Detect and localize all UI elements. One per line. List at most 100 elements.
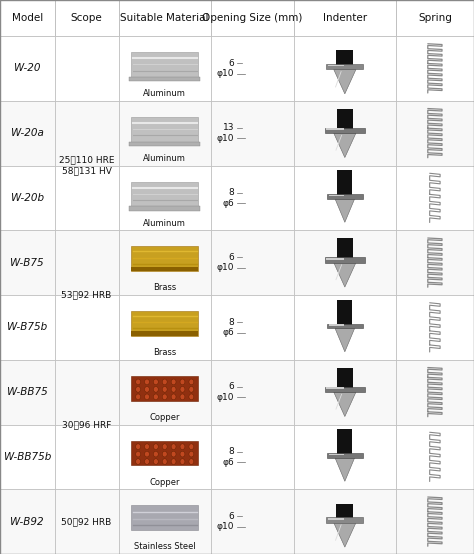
Circle shape <box>180 394 185 399</box>
Text: Spring: Spring <box>418 13 452 23</box>
Bar <box>396 0 474 36</box>
Text: 8: 8 <box>228 317 234 327</box>
Circle shape <box>136 379 140 384</box>
Circle shape <box>171 459 176 464</box>
Bar <box>327 194 363 199</box>
Bar <box>337 50 353 68</box>
Bar <box>211 489 294 554</box>
Circle shape <box>162 379 167 384</box>
Text: W-BB75: W-BB75 <box>7 387 47 397</box>
Text: 30～96 HRF: 30～96 HRF <box>62 420 111 429</box>
Circle shape <box>145 379 149 384</box>
Bar <box>396 230 474 295</box>
Circle shape <box>171 394 176 399</box>
Bar <box>337 170 353 197</box>
Circle shape <box>145 444 149 449</box>
Text: Aluminum: Aluminum <box>143 89 186 98</box>
Circle shape <box>171 379 176 384</box>
Bar <box>396 36 474 101</box>
Circle shape <box>189 444 194 449</box>
Text: W-20b: W-20b <box>11 193 44 203</box>
Circle shape <box>136 444 140 449</box>
Circle shape <box>162 394 167 399</box>
Text: Copper: Copper <box>149 478 180 486</box>
Circle shape <box>145 387 149 392</box>
Text: W-B75b: W-B75b <box>7 322 47 332</box>
Circle shape <box>189 452 194 457</box>
Circle shape <box>154 394 158 399</box>
Bar <box>396 295 474 360</box>
Bar <box>396 489 474 554</box>
Circle shape <box>154 379 158 384</box>
Polygon shape <box>335 199 355 222</box>
Polygon shape <box>334 69 356 94</box>
Bar <box>131 505 198 530</box>
Circle shape <box>189 394 194 399</box>
Bar <box>131 247 198 271</box>
Bar <box>131 266 198 271</box>
Text: 13: 13 <box>223 124 234 132</box>
Bar <box>0 101 55 166</box>
Bar <box>337 504 353 521</box>
Bar <box>325 387 365 392</box>
Bar <box>294 230 396 295</box>
Bar <box>55 230 118 295</box>
Bar <box>0 424 55 489</box>
Circle shape <box>162 444 167 449</box>
Bar <box>337 429 353 456</box>
Bar <box>328 324 345 326</box>
Circle shape <box>162 387 167 392</box>
Bar <box>396 424 474 489</box>
Bar <box>131 376 198 401</box>
Bar <box>118 0 211 36</box>
Circle shape <box>171 444 176 449</box>
Bar <box>131 52 198 77</box>
Bar <box>55 36 118 101</box>
Bar <box>118 101 211 166</box>
Bar <box>328 518 345 520</box>
Circle shape <box>136 452 140 457</box>
Circle shape <box>154 387 158 392</box>
Bar <box>326 64 364 69</box>
Text: 6: 6 <box>228 59 234 68</box>
Circle shape <box>145 452 149 457</box>
Bar <box>131 182 198 206</box>
Bar <box>55 360 118 424</box>
Bar <box>294 101 396 166</box>
Circle shape <box>180 459 185 464</box>
Bar <box>294 360 396 424</box>
Text: φ10: φ10 <box>217 393 234 402</box>
Bar <box>0 0 55 36</box>
Bar <box>55 0 118 36</box>
Bar <box>294 295 396 360</box>
Text: φ10: φ10 <box>217 134 234 143</box>
Bar <box>294 424 396 489</box>
Text: Aluminum: Aluminum <box>143 219 186 228</box>
Text: 6: 6 <box>228 512 234 521</box>
Circle shape <box>180 444 185 449</box>
Bar <box>337 368 353 390</box>
Text: Brass: Brass <box>153 284 176 293</box>
Bar <box>211 166 294 230</box>
Bar <box>211 295 294 360</box>
Circle shape <box>189 379 194 384</box>
Circle shape <box>189 387 194 392</box>
Text: φ6: φ6 <box>222 458 234 466</box>
Bar <box>326 258 344 260</box>
Bar <box>118 230 211 295</box>
Text: φ6: φ6 <box>222 198 234 208</box>
Text: 6: 6 <box>228 253 234 262</box>
Text: Stainless Steel: Stainless Steel <box>134 542 196 551</box>
Bar <box>325 128 365 133</box>
Circle shape <box>180 379 185 384</box>
Bar <box>0 36 55 101</box>
Bar <box>0 230 55 295</box>
Text: 53～92 HRB: 53～92 HRB <box>61 290 112 300</box>
Circle shape <box>136 459 140 464</box>
Polygon shape <box>334 263 356 287</box>
Text: Brass: Brass <box>153 348 176 357</box>
Text: Opening Size (mm): Opening Size (mm) <box>202 13 302 23</box>
Circle shape <box>162 459 167 464</box>
Bar <box>328 194 345 196</box>
Bar <box>211 101 294 166</box>
